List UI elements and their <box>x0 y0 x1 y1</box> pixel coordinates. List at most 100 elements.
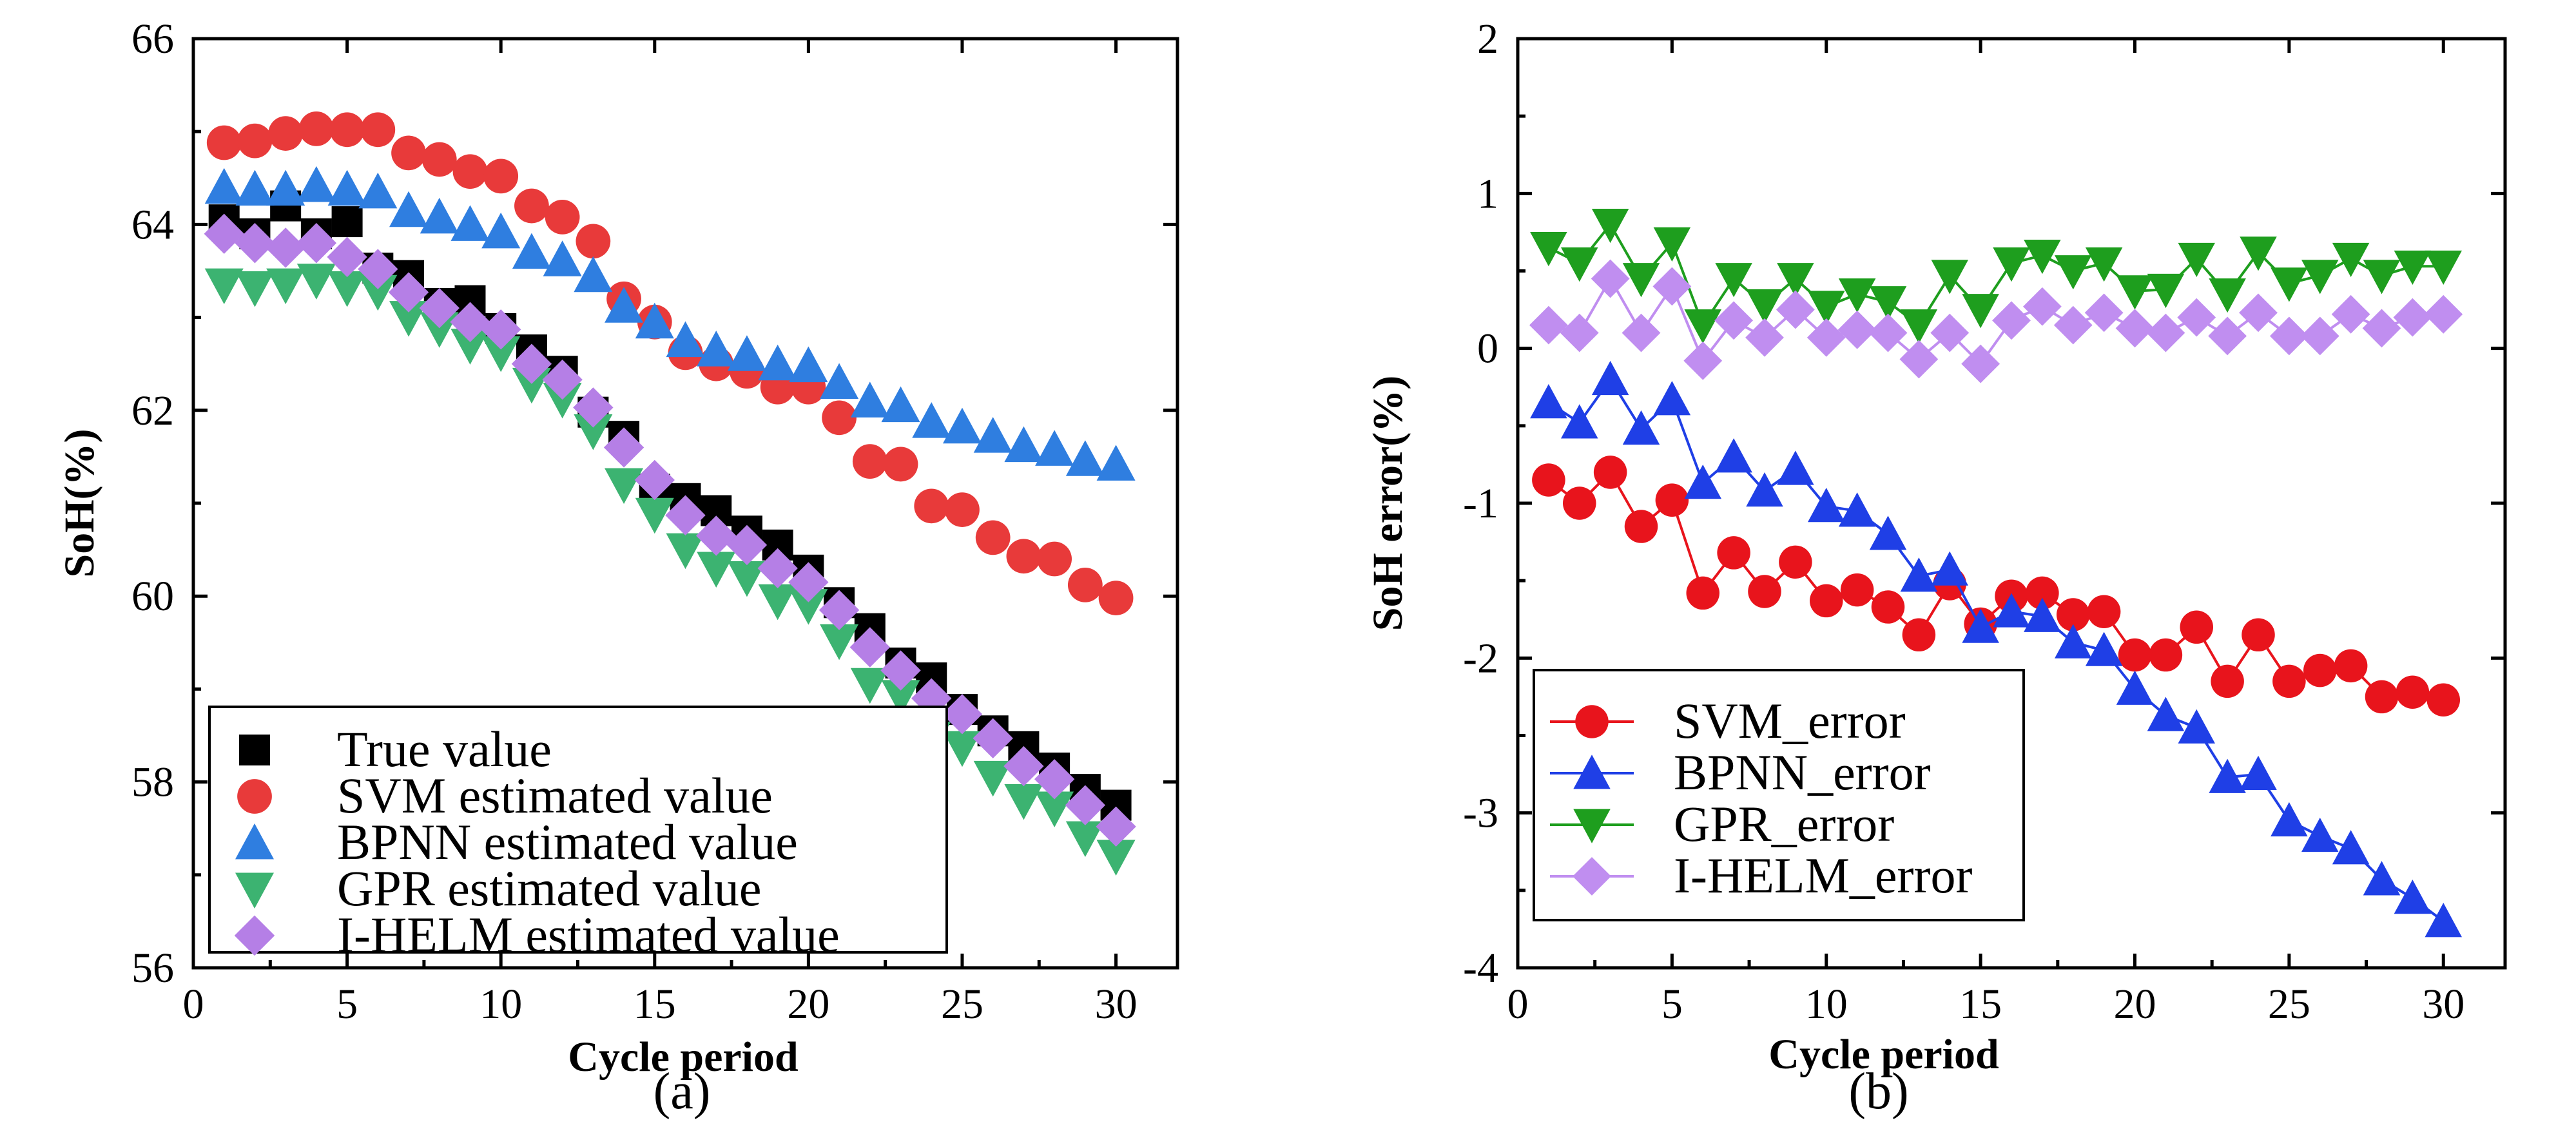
data-point <box>881 386 920 423</box>
data-point <box>2177 298 2216 337</box>
data-point <box>789 346 828 383</box>
data-point <box>1096 806 1136 847</box>
x-tick-label: 10 <box>479 981 522 1028</box>
data-point <box>2116 275 2154 310</box>
data-point <box>2396 675 2430 709</box>
data-point <box>2240 236 2277 271</box>
data-point <box>1006 539 1041 574</box>
data-point <box>758 584 797 620</box>
data-point <box>360 112 396 148</box>
data-point <box>266 169 305 206</box>
data-point <box>1838 492 1876 527</box>
data-point <box>2055 624 2092 659</box>
series-4 <box>204 213 1136 847</box>
x-tick-label: 25 <box>2268 981 2310 1028</box>
data-point <box>1652 267 1692 306</box>
data-point <box>1993 593 2030 628</box>
data-point <box>945 492 980 527</box>
data-point <box>450 302 490 343</box>
x-tick-label: 30 <box>1095 981 1138 1028</box>
series-3 <box>1529 259 2463 383</box>
data-point <box>942 407 982 444</box>
data-point <box>822 400 857 436</box>
data-point <box>1655 483 1689 517</box>
legend-marker <box>239 735 270 765</box>
data-point <box>1746 289 1783 324</box>
data-point <box>666 321 705 358</box>
data-point <box>1532 463 1565 497</box>
data-point <box>605 287 644 323</box>
data-point <box>1561 247 1598 282</box>
data-point <box>2301 260 2339 294</box>
legend-marker <box>234 915 275 956</box>
data-point <box>1562 486 1596 520</box>
data-point <box>2362 309 2401 348</box>
data-point <box>543 382 582 419</box>
data-point <box>204 213 244 255</box>
data-point <box>2393 298 2432 337</box>
data-point <box>296 223 337 264</box>
y-tick-label: 1 <box>1477 170 1498 217</box>
data-point <box>2149 638 2183 672</box>
data-point <box>2363 260 2401 294</box>
data-point <box>235 169 275 206</box>
data-point <box>1065 440 1105 476</box>
data-point <box>1003 745 1044 787</box>
data-point <box>481 336 521 372</box>
data-point <box>2178 709 2215 744</box>
data-point <box>818 590 860 631</box>
data-point <box>2332 830 2370 865</box>
data-point <box>1930 313 1970 352</box>
data-point <box>1902 618 1936 652</box>
data-point <box>450 329 490 365</box>
data-point <box>696 515 737 556</box>
data-point <box>1715 438 1752 473</box>
x-tick-label: 30 <box>2422 981 2465 1028</box>
data-point <box>2209 758 2246 793</box>
x-axis-title: Cycle period <box>568 1034 798 1081</box>
data-point <box>973 760 1012 797</box>
legend-marker <box>1573 809 1611 843</box>
data-point <box>2269 316 2309 356</box>
data-point <box>635 497 674 534</box>
data-point <box>2394 880 2432 914</box>
data-point <box>2024 597 2061 632</box>
legend-box <box>1533 669 2025 921</box>
series-1 <box>206 111 1134 615</box>
data-point <box>2118 638 2152 672</box>
legend-marker <box>1573 857 1611 896</box>
data-point <box>268 116 304 151</box>
data-point <box>820 363 859 399</box>
series-1 <box>1530 360 2462 938</box>
y-tick-label: -4 <box>1463 945 1498 992</box>
data-point <box>1717 536 1750 570</box>
x-tick-label: 0 <box>1507 981 1529 1028</box>
data-point <box>788 562 829 602</box>
data-point <box>574 414 613 450</box>
data-point <box>850 668 889 704</box>
x-tick-label: 5 <box>1661 981 1683 1028</box>
data-point <box>2271 802 2308 837</box>
data-point <box>1096 840 1136 876</box>
chart-panel-a: 0 5 10 15 20 25 30 56 58 60 62 64 66 Cycle period SoH(… <box>56 15 1179 1120</box>
data-point <box>1838 278 1876 313</box>
data-point <box>1561 404 1598 439</box>
data-point <box>1900 309 1938 344</box>
data-point <box>1622 263 1660 298</box>
data-point <box>1065 821 1105 858</box>
data-point <box>635 302 674 339</box>
data-point <box>1840 573 1874 607</box>
data-point <box>327 271 367 307</box>
data-point <box>697 331 736 367</box>
data-point <box>2085 247 2123 282</box>
data-point <box>512 367 551 404</box>
data-point <box>204 268 244 305</box>
data-point <box>358 274 398 311</box>
data-point <box>542 360 583 400</box>
data-point <box>512 233 551 269</box>
chart-panel-b: 0 5 10 15 20 25 30 -4 -3 -2 -1 0 1 2 Cycle period SoH e… <box>1364 15 2507 1120</box>
data-point <box>1653 381 1691 416</box>
